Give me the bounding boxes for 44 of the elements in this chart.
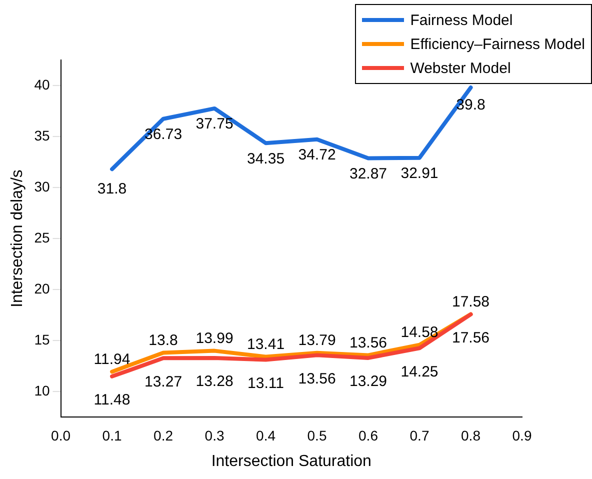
data-label: 13.28 <box>196 373 234 390</box>
data-label: 13.56 <box>349 334 388 352</box>
y-tick-label: 35 <box>34 127 50 144</box>
data-label: 14.25 <box>400 363 438 380</box>
data-label: 14.58 <box>400 324 438 341</box>
data-label: 13.8 <box>148 332 178 349</box>
data-label: 13.27 <box>144 373 182 390</box>
data-label: 13.56 <box>298 370 336 388</box>
data-label: 13.79 <box>298 332 336 349</box>
x-tick-label: 0.6 <box>358 427 378 444</box>
x-tick-label: 0.4 <box>256 427 276 444</box>
data-label: 34.72 <box>298 146 336 164</box>
y-tick-label: 40 <box>34 76 50 92</box>
y-tick-label: 20 <box>34 280 50 296</box>
x-tick-label: 0.1 <box>102 427 122 444</box>
x-tick-label: 0.8 <box>461 427 481 444</box>
data-label: 13.99 <box>196 330 234 347</box>
y-tick-label: 10 <box>34 382 50 398</box>
data-label: 13.41 <box>246 336 285 353</box>
data-label: 34.35 <box>246 150 285 168</box>
data-label: 31.8 <box>97 180 127 198</box>
x-tick-label: 0.9 <box>512 427 532 444</box>
x-tick-label: 0.3 <box>204 427 224 444</box>
x-tick-label: 0.7 <box>410 427 430 444</box>
data-label: 37.75 <box>196 116 234 133</box>
data-label: 13.11 <box>248 374 284 392</box>
y-tick-label: 15 <box>34 331 50 348</box>
legend-label: Efficiency–Fairness Model <box>410 36 585 52</box>
data-label: 11.48 <box>94 392 130 409</box>
y-tick-label: 30 <box>34 178 50 194</box>
y-tick-label: 25 <box>34 229 50 246</box>
x-tick-label: 0.5 <box>307 427 327 444</box>
x-axis-title: Intersection Saturation <box>211 452 372 470</box>
legend-label: Fairness Model <box>410 12 513 28</box>
legend-label: Webster Model <box>410 60 511 76</box>
x-tick-label: 0.0 <box>51 427 71 444</box>
data-label: 13.29 <box>349 373 388 390</box>
data-label: 32.87 <box>349 165 388 182</box>
data-label: 17.56 <box>452 330 490 347</box>
x-tick-label: 0.2 <box>154 427 174 444</box>
data-label: 11.94 <box>94 350 130 368</box>
data-label: 32.91 <box>400 164 438 182</box>
data-label: 17.58 <box>452 293 490 310</box>
y-axis-title: Intersection delay/s <box>9 170 26 308</box>
